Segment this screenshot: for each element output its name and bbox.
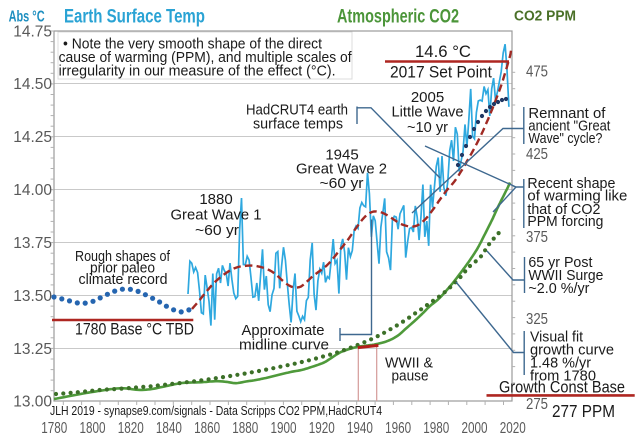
svg-text:PPM forcing: PPM forcing <box>527 214 603 230</box>
svg-text:Remnant of: Remnant of <box>528 106 606 122</box>
svg-text:13.50: 13.50 <box>13 288 52 305</box>
svg-text:1820: 1820 <box>118 420 144 437</box>
svg-text:14.00: 14.00 <box>13 182 52 199</box>
svg-text:14.25: 14.25 <box>13 129 52 146</box>
svg-text:2000: 2000 <box>462 420 488 437</box>
svg-text:pause: pause <box>392 368 429 385</box>
svg-text:14.75: 14.75 <box>13 24 52 41</box>
svg-text:2017 Set Point: 2017 Set Point <box>390 63 492 82</box>
svg-text:275: 275 <box>526 396 548 413</box>
svg-text:Abs °C: Abs °C <box>9 9 45 26</box>
svg-text:1800: 1800 <box>80 420 106 437</box>
svg-text:~60 yr: ~60 yr <box>195 222 239 239</box>
svg-text:growth curve: growth curve <box>530 343 614 359</box>
svg-text:Great Wave 2: Great Wave 2 <box>296 161 387 178</box>
svg-text:13.00: 13.00 <box>13 394 52 411</box>
svg-text:Wave" cycle?: Wave" cycle? <box>528 131 602 147</box>
svg-text:475: 475 <box>526 64 548 81</box>
svg-text:1960: 1960 <box>385 420 411 437</box>
svg-text:1880: 1880 <box>199 191 232 208</box>
svg-text:WWII &: WWII & <box>385 355 433 372</box>
svg-text:of warming like: of warming like <box>527 188 627 204</box>
svg-text:375: 375 <box>526 229 548 246</box>
svg-text:1780: 1780 <box>41 420 67 437</box>
svg-text:~2.0 %/yr: ~2.0 %/yr <box>528 281 589 297</box>
svg-text:277 PPM: 277 PPM <box>552 401 615 421</box>
svg-text:1840: 1840 <box>156 420 182 437</box>
svg-text:climate record: climate record <box>79 271 168 288</box>
svg-text:HadCRUT4 earth: HadCRUT4 earth <box>246 102 348 119</box>
svg-text:Recent shape: Recent shape <box>527 176 615 192</box>
svg-text:• Note the very smooth shape o: • Note the very smooth shape of the dire… <box>63 36 323 53</box>
svg-text:1780 Base °C TBD: 1780 Base °C TBD <box>75 321 194 339</box>
svg-text:Rough shapes of: Rough shapes of <box>75 248 171 265</box>
svg-text:1940: 1940 <box>347 420 373 437</box>
svg-text:1860: 1860 <box>194 420 220 437</box>
svg-text:1900: 1900 <box>271 420 297 437</box>
svg-text:JLH 2019 - synapse9.com/signal: JLH 2019 - synapse9.com/signals - Data S… <box>50 404 382 418</box>
svg-text:from 1780: from 1780 <box>530 369 596 385</box>
svg-text:WWII Surge: WWII Surge <box>528 268 603 284</box>
svg-text:Atmospheric CO2: Atmospheric CO2 <box>337 7 459 28</box>
svg-text:irregularity in our measure of: irregularity in our measure of the effec… <box>59 63 336 80</box>
svg-text:~60 yr: ~60 yr <box>320 175 364 192</box>
svg-text:1920: 1920 <box>309 420 335 437</box>
svg-text:CO2 PPM: CO2 PPM <box>514 9 576 25</box>
svg-text:Visual fit: Visual fit <box>530 330 583 346</box>
svg-text:1.48 %/yr: 1.48 %/yr <box>530 356 591 372</box>
svg-text:prior paleo: prior paleo <box>90 260 155 277</box>
svg-text:1945: 1945 <box>325 147 358 164</box>
svg-text:ancient "Great: ancient "Great <box>528 119 610 135</box>
svg-text:Approximate: Approximate <box>242 322 325 339</box>
svg-text:2005: 2005 <box>411 89 444 106</box>
svg-text:14.50: 14.50 <box>13 76 52 93</box>
svg-text:Little Wave: Little Wave <box>392 104 464 121</box>
svg-text:1980: 1980 <box>423 420 449 437</box>
svg-text:13.75: 13.75 <box>13 235 52 252</box>
svg-text:325: 325 <box>526 311 548 328</box>
svg-text:2020: 2020 <box>500 420 526 437</box>
svg-text:that of CO2: that of CO2 <box>527 202 600 218</box>
svg-text:14.6 °C: 14.6 °C <box>415 42 471 61</box>
svg-text:13.25: 13.25 <box>13 341 52 358</box>
svg-text:midline curve: midline curve <box>239 337 329 354</box>
svg-text:Great Wave 1: Great Wave 1 <box>171 207 262 224</box>
svg-text:Earth Surface Temp: Earth Surface Temp <box>64 7 205 28</box>
svg-text:~10 yr: ~10 yr <box>407 119 448 136</box>
svg-text:Growth Const Base: Growth Const Base <box>499 378 625 397</box>
svg-text:1880: 1880 <box>232 420 258 437</box>
svg-text:65 yr Post: 65 yr Post <box>528 255 592 271</box>
svg-text:425: 425 <box>526 146 548 163</box>
svg-text:surface temps: surface temps <box>253 116 343 133</box>
svg-text:cause of warming (PPM), and mu: cause of warming (PPM), and multiple sca… <box>59 49 353 66</box>
